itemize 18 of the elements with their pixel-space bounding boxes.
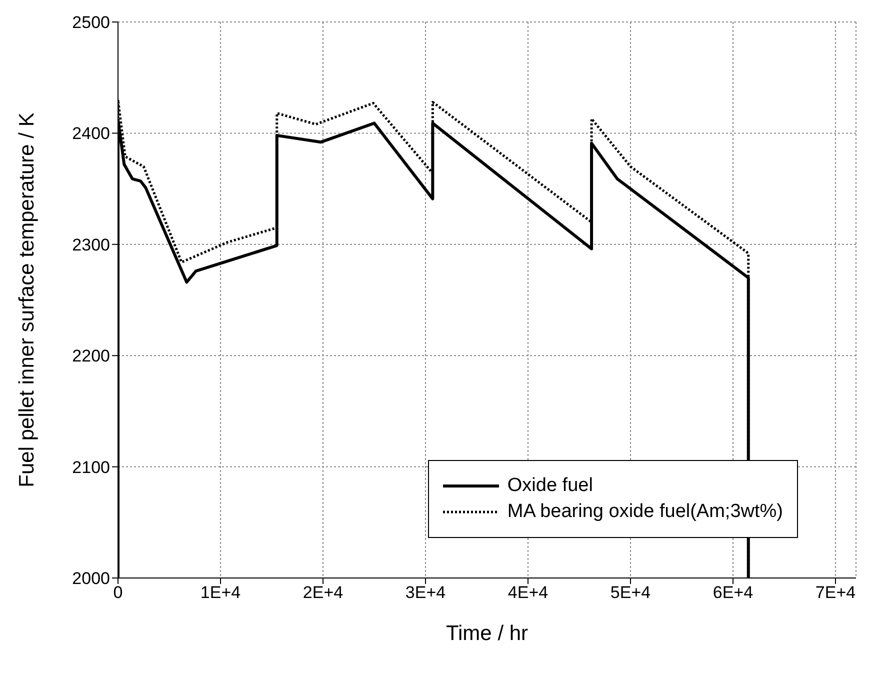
y-tick-label: 2200: [72, 346, 110, 366]
x-tick-label: 2E+4: [302, 583, 344, 602]
x-tick-label: 4E+4: [508, 583, 548, 602]
y-tick-label: 2300: [72, 235, 110, 254]
x-tick-label: 3E+4: [405, 583, 446, 602]
legend-label: Oxide fuel: [507, 475, 593, 497]
x-tick-label: 5E+4: [610, 583, 651, 602]
legend-label: MA bearing oxide fuel(Am;3wt%): [507, 501, 783, 523]
x-tick-label: 0: [113, 583, 123, 602]
x-axis-title: Time / hr: [446, 622, 528, 645]
y-tick-label: 2500: [72, 13, 110, 32]
y-axis-title: Fuel pellet inner surface temperature / K: [15, 112, 38, 488]
x-tick-label: 6E+4: [712, 583, 754, 602]
y-tick-label: 2000: [72, 569, 110, 588]
x-tick-label: 1E+4: [200, 583, 241, 602]
x-tick-label: 7E+4: [815, 583, 856, 602]
y-tick-label: 2100: [72, 458, 110, 477]
y-tick-label: 2400: [72, 124, 110, 144]
